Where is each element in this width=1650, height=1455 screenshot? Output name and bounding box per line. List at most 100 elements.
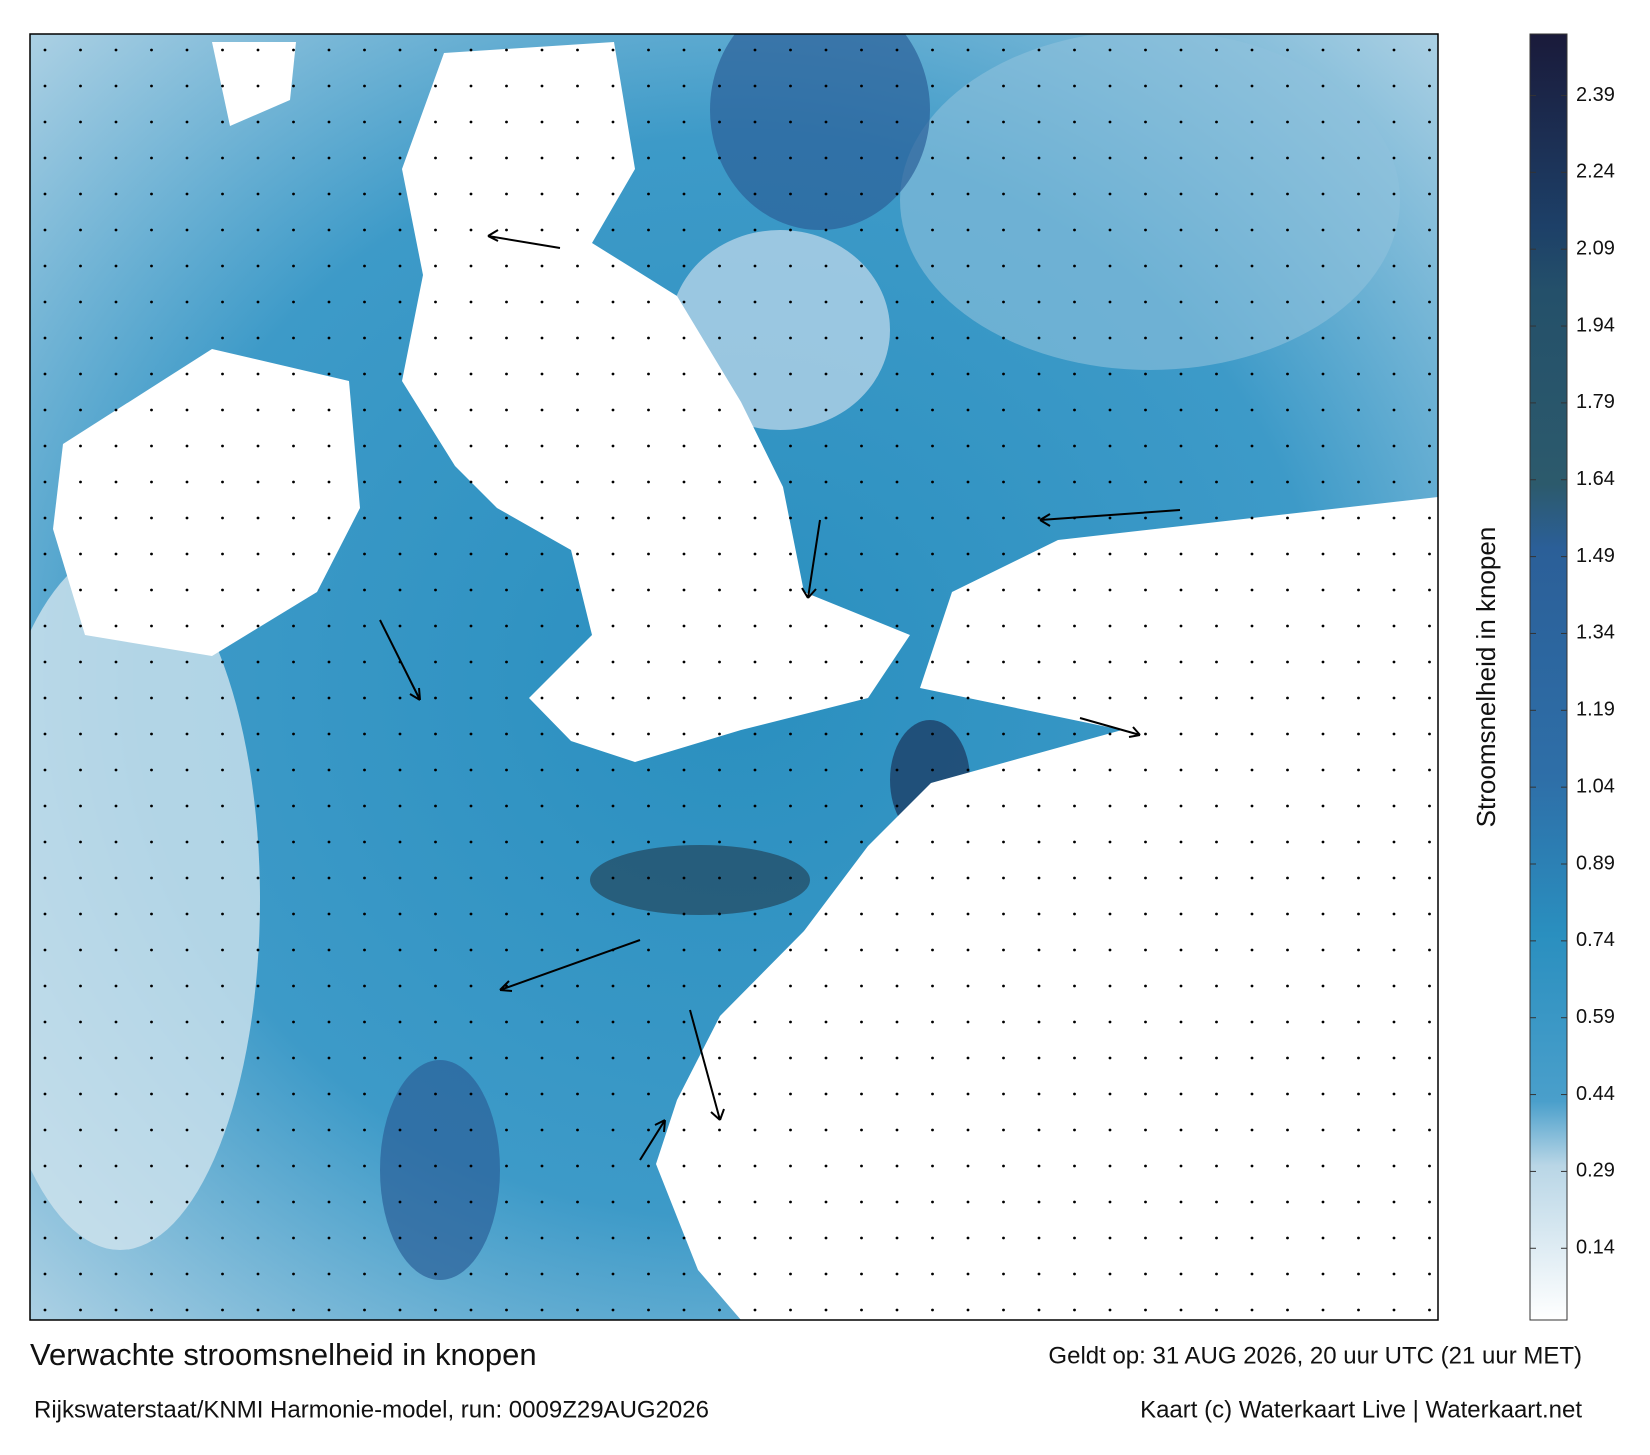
- grid-dot: [221, 48, 224, 52]
- grid-dot: [221, 552, 224, 556]
- grid-dot: [1215, 480, 1218, 484]
- grid-dot: [43, 696, 47, 700]
- grid-dot: [1392, 552, 1396, 556]
- grid-dot: [1073, 300, 1076, 304]
- grid-dot: [895, 264, 899, 268]
- grid-dot: [327, 1128, 331, 1132]
- grid-dot: [1073, 84, 1076, 88]
- grid-dot: [150, 48, 153, 52]
- grid-dot: [1002, 588, 1005, 592]
- grid-dot: [185, 1164, 189, 1168]
- grid-dot: [540, 1092, 544, 1096]
- grid-dot: [221, 1308, 224, 1312]
- grid-dot: [1428, 948, 1431, 952]
- grid-dot: [1179, 336, 1183, 340]
- grid-dot: [505, 588, 508, 592]
- grid-dot: [682, 1200, 686, 1204]
- grid-dot: [1179, 372, 1183, 376]
- grid-dot: [753, 1056, 757, 1060]
- grid-dot: [931, 516, 934, 520]
- grid-dot: [682, 1092, 686, 1096]
- grid-dot: [647, 336, 650, 340]
- grid-dot: [43, 48, 47, 52]
- grid-dot: [966, 660, 970, 664]
- grid-dot: [860, 1092, 863, 1096]
- grid-dot: [1250, 480, 1254, 484]
- grid-dot: [1179, 516, 1183, 520]
- grid-dot: [114, 912, 118, 916]
- grid-dot: [1321, 804, 1325, 808]
- grid-dot: [789, 840, 792, 844]
- grid-dot: [1321, 768, 1325, 772]
- grid-dot: [256, 156, 260, 160]
- grid-dot: [1144, 588, 1147, 592]
- grid-dot: [292, 840, 295, 844]
- grid-dot: [860, 408, 863, 412]
- land: [53, 349, 360, 656]
- grid-dot: [1144, 228, 1147, 232]
- deep-channel: [710, 34, 930, 230]
- grid-dot: [753, 408, 757, 412]
- grid-dot: [824, 1092, 828, 1096]
- grid-dot: [895, 696, 899, 700]
- grid-dot: [1108, 1056, 1112, 1060]
- grid-dot: [1073, 696, 1076, 700]
- grid-dot: [1215, 120, 1218, 124]
- grid-dot: [363, 264, 366, 268]
- grid-dot: [1179, 84, 1183, 88]
- grid-dot: [718, 624, 721, 628]
- grid-dot: [43, 876, 47, 880]
- arrow: [639, 1119, 666, 1161]
- grid-dot: [434, 1092, 437, 1096]
- grid-dot: [718, 1308, 721, 1312]
- grid-dot: [1250, 876, 1254, 880]
- grid-dot: [1428, 660, 1431, 664]
- grid-dot: [966, 1128, 970, 1132]
- grid-dot: [1144, 84, 1147, 88]
- grid-dot: [79, 696, 82, 700]
- grid-dot: [1250, 48, 1254, 52]
- grid-dot: [753, 1200, 757, 1204]
- grid-dot: [682, 552, 686, 556]
- grid-dot: [647, 120, 650, 124]
- grid-dot: [1108, 948, 1112, 952]
- grid-dot: [1250, 768, 1254, 772]
- grid-dot: [363, 984, 366, 988]
- grid-dot: [1215, 948, 1218, 952]
- grid-dot: [150, 1308, 153, 1312]
- grid-dot: [860, 228, 863, 232]
- grid-dot: [931, 552, 934, 556]
- grid-dot: [398, 1236, 402, 1240]
- grid-dot: [327, 1200, 331, 1204]
- grid-dot: [1108, 1308, 1112, 1312]
- grid-dot: [185, 264, 189, 268]
- grid-dot: [43, 1200, 47, 1204]
- grid-dot: [1392, 1092, 1396, 1096]
- grid-dot: [185, 1236, 189, 1240]
- grid-dot: [540, 732, 544, 736]
- grid-dot: [682, 444, 686, 448]
- grid-dot: [1215, 588, 1218, 592]
- grid-dot: [1179, 192, 1183, 196]
- grid-dot: [469, 48, 473, 52]
- grid-dot: [1002, 1092, 1005, 1096]
- grid-dot: [114, 300, 118, 304]
- grid-dot: [895, 1020, 899, 1024]
- grid-dot: [505, 1164, 508, 1168]
- grid-dot: [753, 228, 757, 232]
- grid-dot: [860, 840, 863, 844]
- grid-dot: [1321, 1020, 1325, 1024]
- grid-dot: [363, 696, 366, 700]
- grid-dot: [718, 1020, 721, 1024]
- grid-dot: [966, 192, 970, 196]
- grid-dot: [540, 336, 544, 340]
- grid-dot: [1428, 372, 1431, 376]
- grid-dot: [611, 768, 615, 772]
- grid-dot: [1250, 1092, 1254, 1096]
- grid-dot: [292, 48, 295, 52]
- grid-dot: [79, 1308, 82, 1312]
- grid-dot: [576, 228, 579, 232]
- grid-dot: [860, 84, 863, 88]
- grid-dot: [860, 1020, 863, 1024]
- grid-dot: [327, 1056, 331, 1060]
